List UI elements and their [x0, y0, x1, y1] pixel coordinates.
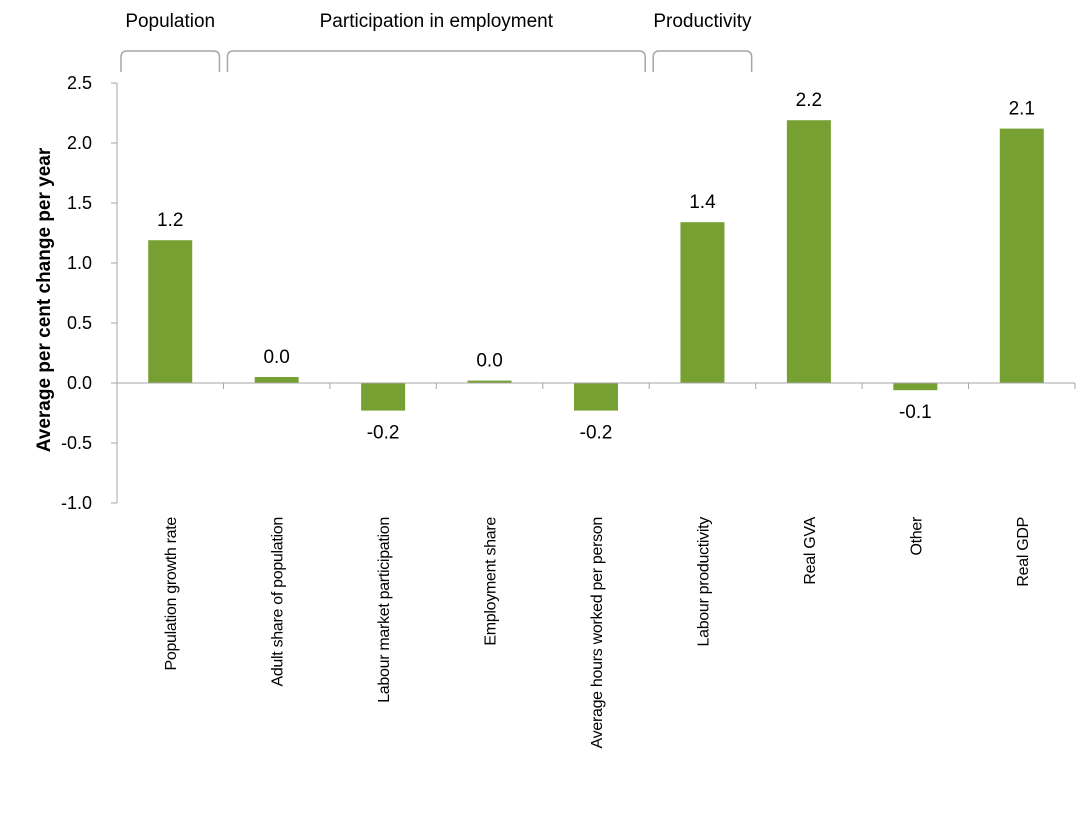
bar [786, 120, 831, 383]
bar [999, 128, 1044, 383]
y-tick-label: 2.5 [67, 73, 92, 93]
y-axis-title: Average per cent change per year [34, 147, 55, 452]
group-bracket [226, 50, 646, 72]
data-labels: 1.2 0.0 -0.2 0.0 -0.2 1.4 2.2 -0.1 2.1 [157, 90, 1035, 443]
y-tick-label: 2.0 [67, 133, 92, 153]
category-label: Labour productivity [695, 517, 712, 647]
data-label: 0.0 [263, 347, 289, 368]
category-label: Other [908, 516, 925, 555]
x-axis [116, 382, 1076, 389]
data-label: -0.1 [899, 402, 932, 423]
category-label: Average hours worked per person [589, 517, 606, 748]
y-tick-label: -1.0 [61, 493, 92, 513]
data-label: -0.2 [580, 423, 613, 444]
category-label: Employment share [483, 517, 500, 646]
bar [574, 383, 618, 411]
data-label: -0.2 [367, 423, 400, 444]
y-tick-label: 0.5 [67, 313, 92, 333]
category-label: Real GVA [802, 516, 819, 584]
group-bracket [120, 50, 221, 72]
group-bracket [652, 50, 753, 72]
y-axis: -1.0 -0.5 0.0 0.5 1.0 1.5 2.0 2.5 [61, 73, 118, 513]
data-label: 2.1 [1009, 99, 1035, 120]
category-label: Population growth rate [163, 517, 180, 671]
category-label: Labour market participation [376, 517, 393, 703]
data-label: 1.2 [157, 210, 183, 231]
bar [361, 383, 406, 411]
bar [893, 383, 938, 391]
y-tick-label: -0.5 [61, 433, 92, 453]
data-label: 0.0 [476, 351, 502, 372]
bars [148, 120, 1044, 411]
data-label: 1.4 [689, 192, 716, 213]
y-tick-label: 1.5 [67, 193, 92, 213]
y-tick-label: 1.0 [67, 253, 92, 273]
group-label: Population [125, 11, 215, 32]
category-label: Adult share of population [270, 517, 287, 687]
group-label: Participation in employment [320, 11, 554, 32]
bar [680, 222, 725, 383]
bar [148, 240, 193, 383]
bar [254, 377, 299, 383]
category-labels: Population growth rate Adult share of pop… [163, 516, 1032, 748]
group-label: Productivity [653, 11, 752, 32]
bar [467, 380, 512, 383]
group-brackets: Population Participation in employment Pro… [120, 11, 753, 72]
data-label: 2.2 [796, 90, 822, 111]
y-tick-label: 0.0 [67, 373, 92, 393]
category-label: Real GDP [1015, 517, 1032, 587]
